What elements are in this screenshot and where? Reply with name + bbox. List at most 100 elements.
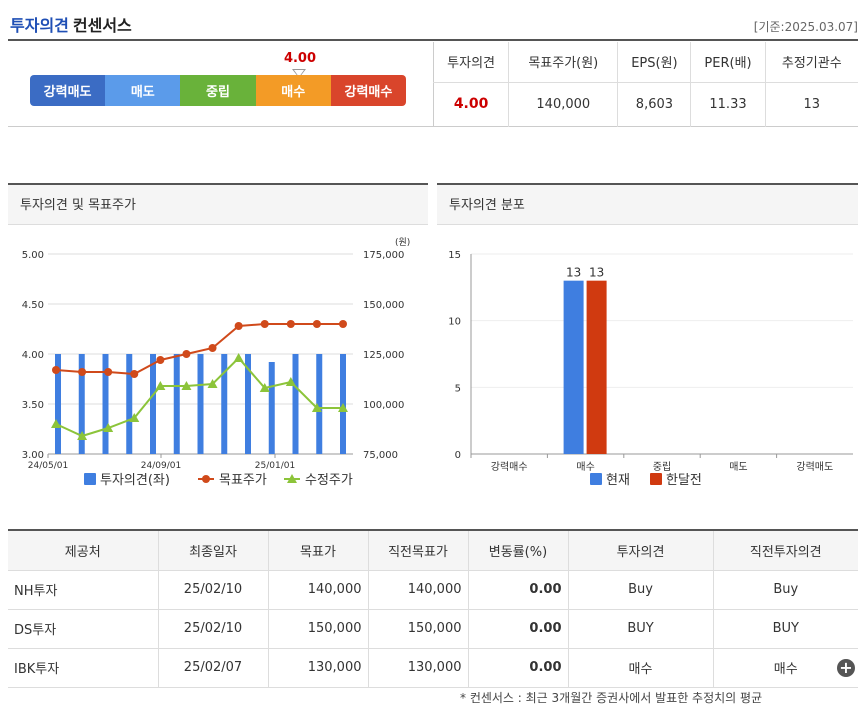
gauge-segment-sell: 매도 <box>105 75 181 106</box>
table-header: 제공처 <box>8 530 159 571</box>
table-header: 목표가 <box>268 530 369 571</box>
adjusted-price-point <box>129 413 140 422</box>
y-tick: 10 <box>448 317 461 328</box>
target-price-point <box>339 320 347 328</box>
target-price-point <box>104 368 113 376</box>
adjusted-price-point <box>51 419 61 428</box>
table-cell: 25/02/10 <box>158 609 269 649</box>
table-header: 직전투자의견 <box>713 530 858 571</box>
adjusted-price-point <box>311 403 322 412</box>
table-cell: NH투자 <box>8 570 159 610</box>
gauge-segment-hold: 중립 <box>180 75 256 106</box>
table-cell: 150,000 <box>268 609 369 649</box>
y-tick: 15 <box>448 250 461 261</box>
table-row: IBK투자 25/02/07 130,000 130,000 0.00 매수 매수 <box>8 648 858 688</box>
adjusted-price-point <box>207 379 218 388</box>
target-price-point <box>234 322 243 330</box>
legend-label: 한달전 <box>666 473 702 488</box>
opinion-bar <box>173 354 180 454</box>
opinion-bar <box>221 354 228 454</box>
table-cell: 매수 <box>713 648 858 688</box>
adjusted-price-point <box>77 431 88 440</box>
page-subtitle: 컨센서스 <box>72 16 132 35</box>
opinion-bar <box>150 354 156 454</box>
table-cell: 0.00 <box>468 609 569 649</box>
title-bar: 투자의견 컨센서스 [기준:2025.03.07] <box>8 8 858 41</box>
table-cell: 매수 <box>568 648 714 688</box>
target-price-point <box>312 320 321 328</box>
y-left-tick: 3.50 <box>22 400 44 411</box>
target-price-point <box>78 368 87 376</box>
distribution-bar <box>563 280 584 454</box>
more-plus-icon[interactable]: + <box>837 659 855 677</box>
table-cell: 150,000 <box>368 609 469 649</box>
opinion-bar <box>78 354 85 454</box>
y-right-tick: 175,000 <box>363 250 404 261</box>
distribution-bar <box>586 280 607 454</box>
base-date: [기준:2025.03.07] <box>753 20 858 34</box>
y-left-tick: 5.00 <box>22 250 44 261</box>
summary-header: PER(배) <box>690 42 766 83</box>
target-price-point <box>208 344 217 352</box>
gauge-segment-strong-sell: 강력매도 <box>30 75 106 106</box>
x-tick: 25/01/01 <box>255 461 295 471</box>
page-title: 투자의견 컨센서스 <box>10 16 132 35</box>
broker-table: 제공처 최종일자 목표가 직전목표가 변동률(%) 투자의견 직전투자의견 NH투자 25/0… <box>8 529 858 688</box>
opinion-bar <box>245 354 251 454</box>
bar-value-label: 13 <box>566 266 581 280</box>
y-right-unit: (원) <box>395 237 410 248</box>
chart-title: 투자의견 분포 <box>437 183 858 225</box>
table-header: 직전목표가 <box>368 530 469 571</box>
adjusted-price-point <box>181 381 192 390</box>
target-price-line <box>55 323 343 376</box>
x-tick: 매도 <box>729 461 747 473</box>
gauge-bar: 강력매도 매도 중립 매수 강력매수 <box>30 75 406 106</box>
table-cell: IBK투자 <box>8 648 159 688</box>
opinion-bar <box>126 354 133 454</box>
opinion-bar <box>292 354 299 454</box>
legend-label: 현재 <box>606 473 630 488</box>
table-cell: 25/02/07 <box>158 648 269 688</box>
y-left-tick: 4.50 <box>22 300 44 311</box>
x-tick: 24/05/01 <box>28 461 68 471</box>
adjusted-price-point <box>338 403 348 412</box>
opinion-bar <box>55 354 61 454</box>
table-cell: Buy <box>568 570 714 610</box>
opinion-bar <box>268 362 275 454</box>
y-right-tick: 100,000 <box>363 400 404 411</box>
opinion-gauge: 4.00 강력매도 매도 중립 매수 강력매수 <box>8 42 433 127</box>
summary-per: 11.33 <box>690 82 766 127</box>
opinion-bar <box>102 354 109 454</box>
y-right-tick: 150,000 <box>363 300 404 311</box>
summary-header: EPS(원) <box>617 42 692 83</box>
opinion-target-chart-panel: 투자의견 및 목표주가 5.00 175,000 4.50 150,000 4.00 12… <box>8 183 428 499</box>
adjusted-price-point <box>285 377 296 386</box>
summary-target-price: 140,000 <box>508 82 619 127</box>
y-left-tick: 3.00 <box>22 450 44 461</box>
summary-opinion: 4.00 <box>433 82 510 127</box>
target-price-point <box>130 370 139 378</box>
gauge-segment-strong-buy: 강력매수 <box>330 75 406 106</box>
y-right-tick: 125,000 <box>363 350 404 361</box>
adjusted-price-point <box>155 381 166 390</box>
bar-value-label: 13 <box>589 266 604 280</box>
x-tick: 매수 <box>576 461 594 473</box>
x-tick: 중립 <box>653 460 671 473</box>
adjusted-price-line <box>55 356 343 438</box>
target-price-point <box>260 320 269 328</box>
table-cell: 130,000 <box>368 648 469 688</box>
legend-swatch <box>590 473 602 485</box>
table-header: 투자의견 <box>568 530 714 571</box>
adjusted-price-point <box>233 353 244 362</box>
table-header: 변동률(%) <box>468 530 569 571</box>
score-label: 4.00 <box>283 51 317 66</box>
opinion-target-chart: 5.00 175,000 4.50 150,000 4.00 125,000 3.50 100… <box>22 237 411 488</box>
table-cell: 130,000 <box>268 648 369 688</box>
summary-header: 목표주가(원) <box>508 42 619 83</box>
target-price-point <box>156 356 165 364</box>
footnote: * 컨센서스 : 최근 3개월간 증권사에서 발표한 추정치의 평균 <box>460 691 763 705</box>
opinion-bar <box>197 354 204 454</box>
gauge-segment-buy: 매수 <box>255 75 331 106</box>
table-cell: Buy <box>713 570 858 610</box>
